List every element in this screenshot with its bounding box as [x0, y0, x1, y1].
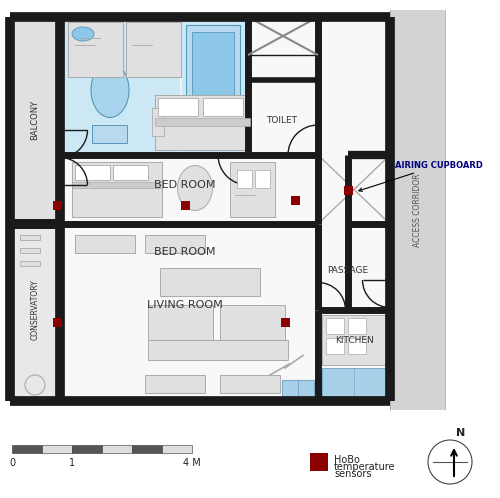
Bar [12, 445, 42, 453]
Bar [20, 261, 40, 266]
Bar [152, 108, 164, 136]
Text: PASSAGE: PASSAGE [328, 265, 368, 274]
Text: TOILET: TOILET [266, 116, 298, 124]
Text: CONSERVATORY: CONSERVATORY [30, 279, 40, 340]
Bar [322, 368, 386, 396]
Bar [158, 98, 198, 116]
Text: 1: 1 [69, 458, 75, 468]
Text: LIVING ROOM: LIVING ROOM [147, 300, 223, 310]
Ellipse shape [91, 63, 129, 118]
Bar [62, 18, 180, 153]
Text: BALCONY: BALCONY [30, 100, 40, 140]
Bar [181, 201, 190, 210]
Bar [102, 445, 132, 453]
Text: KITCHEN: KITCHEN [334, 336, 374, 345]
Bar [192, 32, 234, 122]
Bar [281, 318, 290, 327]
Bar [310, 453, 328, 471]
Bar [72, 162, 162, 217]
Bar [326, 318, 344, 334]
Text: BED ROOM: BED ROOM [154, 247, 216, 257]
Bar [72, 445, 102, 453]
Bar [322, 315, 386, 365]
Bar [20, 248, 40, 253]
Bar [75, 165, 110, 180]
Bar [182, 18, 246, 153]
Bar [68, 23, 98, 45]
Bar [53, 318, 62, 327]
Bar [62, 18, 246, 153]
Bar [75, 235, 135, 253]
Bar [220, 375, 280, 393]
Text: 4 M: 4 M [183, 458, 201, 468]
Text: temperature: temperature [334, 462, 396, 472]
Bar [72, 182, 162, 188]
Text: 0: 0 [9, 458, 15, 468]
Bar [344, 186, 353, 195]
Bar [160, 268, 260, 296]
Bar [53, 201, 62, 210]
Bar [10, 224, 60, 404]
Bar [148, 340, 288, 360]
Ellipse shape [178, 165, 212, 211]
Text: N: N [456, 428, 465, 438]
Bar [203, 98, 243, 116]
Bar [348, 338, 366, 354]
Text: HoBo: HoBo [334, 455, 360, 465]
Bar [155, 118, 250, 126]
Bar [10, 14, 60, 224]
Bar [148, 305, 213, 340]
Bar [68, 22, 123, 77]
Text: BED ROOM: BED ROOM [154, 180, 216, 190]
Text: AIRING CUPBOARD: AIRING CUPBOARD [359, 160, 483, 191]
Text: sensors: sensors [334, 469, 372, 479]
Bar [162, 445, 192, 453]
Bar [42, 445, 72, 453]
Bar [145, 375, 205, 393]
Bar [113, 165, 148, 180]
Bar [282, 380, 314, 400]
Bar [20, 235, 40, 240]
Bar [132, 445, 162, 453]
Bar [326, 338, 344, 354]
Bar [390, 10, 445, 410]
Bar [237, 170, 252, 188]
Text: ACCESS CORRIDOR: ACCESS CORRIDOR [414, 173, 422, 247]
Bar [155, 95, 250, 150]
Bar [348, 318, 366, 334]
Bar [92, 125, 127, 143]
Bar [291, 196, 300, 205]
Bar [230, 162, 275, 217]
Bar [186, 25, 240, 135]
Bar [220, 305, 285, 340]
Bar [126, 22, 181, 77]
Bar [60, 14, 390, 404]
Bar [255, 170, 270, 188]
Ellipse shape [72, 27, 94, 41]
Bar [145, 235, 205, 253]
